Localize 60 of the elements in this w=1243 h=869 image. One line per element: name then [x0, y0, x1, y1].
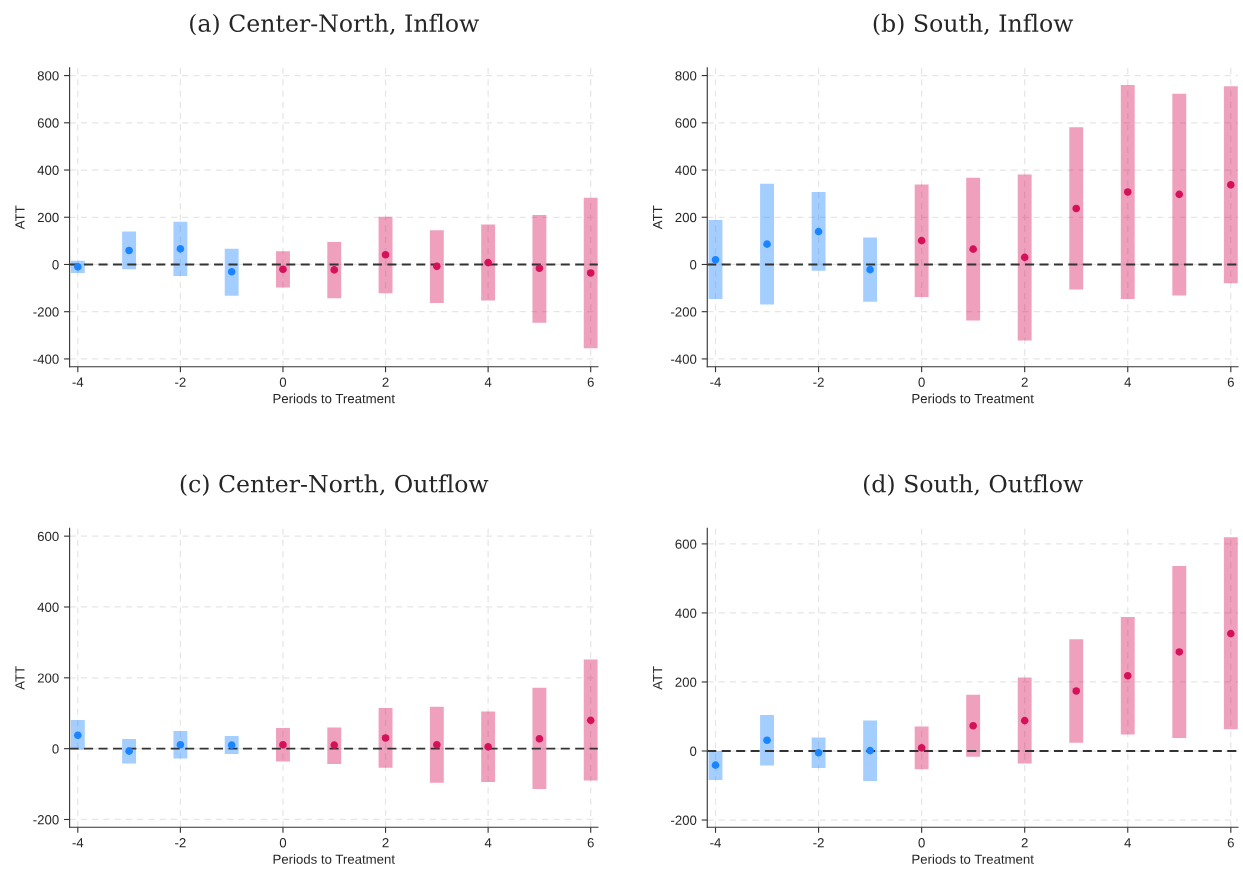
- y-tick-label: 400: [37, 602, 59, 612]
- x-tick-label: -2: [175, 377, 186, 387]
- y-tick-label: 400: [37, 165, 59, 175]
- y-tick-label: -200: [671, 307, 697, 317]
- x-tick-label: 6: [1227, 377, 1234, 387]
- x-tick-label: 6: [1227, 838, 1234, 848]
- x-tick-label: -2: [175, 838, 186, 848]
- x-tick-label: 4: [1124, 377, 1132, 387]
- y-tick-label: 600: [37, 118, 59, 128]
- x-tick-label: 6: [587, 377, 594, 387]
- y-tick-label: 400: [675, 165, 697, 175]
- y-axis-title: ATT: [15, 666, 25, 690]
- x-tick-label: 0: [279, 838, 287, 848]
- y-tick-label: 600: [675, 118, 697, 128]
- y-tick-label: 0: [690, 746, 697, 756]
- x-tick-label: 4: [484, 377, 492, 387]
- y-axis-title: ATT: [653, 205, 663, 230]
- x-tick-label: -4: [710, 838, 721, 848]
- x-tick-label: -4: [710, 377, 721, 387]
- y-axis-title: ATT: [15, 205, 25, 230]
- x-axis-title: Periods to Treatment: [912, 393, 1034, 404]
- x-axis-title: Periods to Treatment: [912, 854, 1034, 864]
- y-tick-label: -400: [33, 354, 59, 364]
- y-tick-label: 200: [675, 212, 697, 223]
- y-tick-label: 0: [52, 260, 59, 270]
- x-tick-label: -2: [813, 838, 824, 848]
- x-tick-label: 2: [382, 377, 389, 387]
- x-tick-label: 0: [918, 377, 925, 387]
- chart-title: (c) Center-North, Outflow: [180, 474, 489, 496]
- chart-title: (a) Center-North, Inflow: [190, 13, 479, 36]
- x-tick-label: 2: [382, 838, 389, 848]
- chart-title: (d) South, Outflow: [863, 474, 1083, 496]
- y-tick-label: -400: [671, 354, 697, 364]
- y-tick-label: 200: [37, 673, 59, 683]
- x-tick-label: 2: [1021, 377, 1028, 387]
- x-tick-label: 6: [587, 838, 594, 848]
- y-tick-label: 600: [675, 539, 697, 549]
- x-axis-title: Periods to Treatment: [273, 393, 395, 404]
- y-tick-label: 400: [675, 608, 697, 618]
- y-tick-label: 200: [37, 212, 59, 223]
- y-tick-label: -200: [33, 307, 59, 317]
- y-tick-label: -200: [671, 815, 697, 825]
- y-tick-label: 200: [675, 677, 697, 687]
- x-tick-label: 0: [918, 838, 925, 848]
- y-tick-label: 0: [52, 744, 59, 754]
- x-tick-label: 4: [484, 838, 492, 848]
- x-tick-label: 0: [279, 377, 287, 387]
- x-tick-label: 2: [1021, 838, 1028, 848]
- y-tick-label: 800: [675, 71, 697, 81]
- y-tick-label: -200: [33, 815, 59, 825]
- x-tick-label: -4: [72, 377, 84, 387]
- x-tick-label: -4: [72, 838, 84, 848]
- x-axis-title: Periods to Treatment: [273, 854, 395, 864]
- chart-title: (b) South, Inflow: [873, 13, 1074, 36]
- y-tick-label: 0: [690, 260, 697, 270]
- x-tick-label: 4: [1124, 838, 1132, 848]
- y-axis-title: ATT: [653, 666, 663, 690]
- x-tick-label: -2: [813, 377, 824, 387]
- y-tick-label: 800: [37, 71, 59, 81]
- y-tick-label: 600: [37, 531, 59, 542]
